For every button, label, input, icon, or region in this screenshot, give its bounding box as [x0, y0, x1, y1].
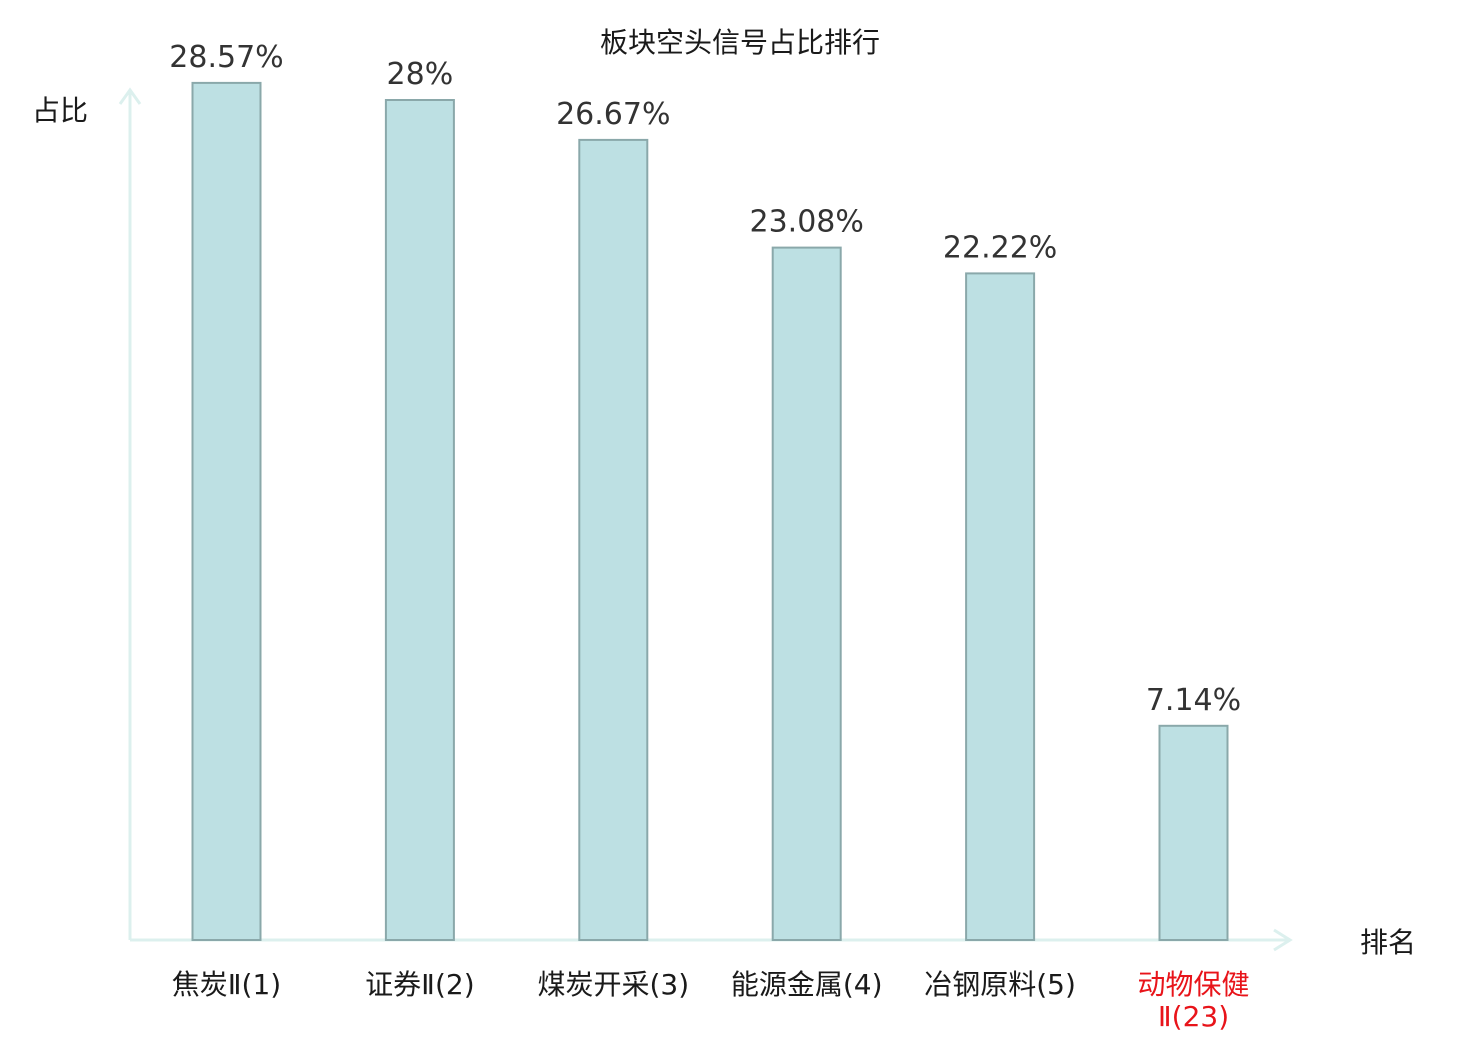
category-label: 煤炭开采(3) — [537, 968, 689, 1001]
bar-value-label: 28.57% — [169, 40, 283, 75]
bar — [1158, 724, 1229, 941]
category-label: 能源金属(4) — [731, 968, 883, 1001]
x-axis-arrow — [1273, 928, 1293, 952]
bar — [965, 272, 1036, 941]
bars-group — [191, 81, 1229, 942]
category-label: 焦炭Ⅱ(1) — [172, 968, 281, 1001]
bar-value-label: 23.08% — [750, 205, 864, 240]
bar-value-label: 22.22% — [943, 230, 1057, 265]
y-axis-label: 占比 — [32, 94, 88, 127]
y-axis-arrow — [118, 87, 142, 105]
value-labels-group: 28.57% 28% 26.67% 23.08% 22.22% 7.14% — [169, 40, 1241, 718]
bar-value-label: 28% — [387, 57, 454, 92]
bar — [191, 81, 262, 941]
category-label: 证券Ⅱ(2) — [365, 968, 474, 1001]
bar-value-label: 26.67% — [556, 97, 670, 132]
bar — [384, 99, 455, 941]
bar-value-label: 7.14% — [1146, 683, 1241, 718]
category-labels-group: 焦炭Ⅱ(1) 证券Ⅱ(2) 煤炭开采(3) 能源金属(4) 冶钢原料(5) 动物保健Ⅱ(2… — [172, 968, 1250, 1033]
x-axis-label: 排名 — [1360, 926, 1416, 959]
category-label: 冶钢原料(5) — [924, 968, 1076, 1001]
bar — [578, 138, 649, 941]
category-label: 动物保健 — [1137, 968, 1249, 1001]
chart-title: 板块空头信号占比排行 — [600, 26, 880, 59]
bar — [771, 246, 842, 942]
category-rank-label: Ⅱ(23) — [1158, 1000, 1229, 1033]
